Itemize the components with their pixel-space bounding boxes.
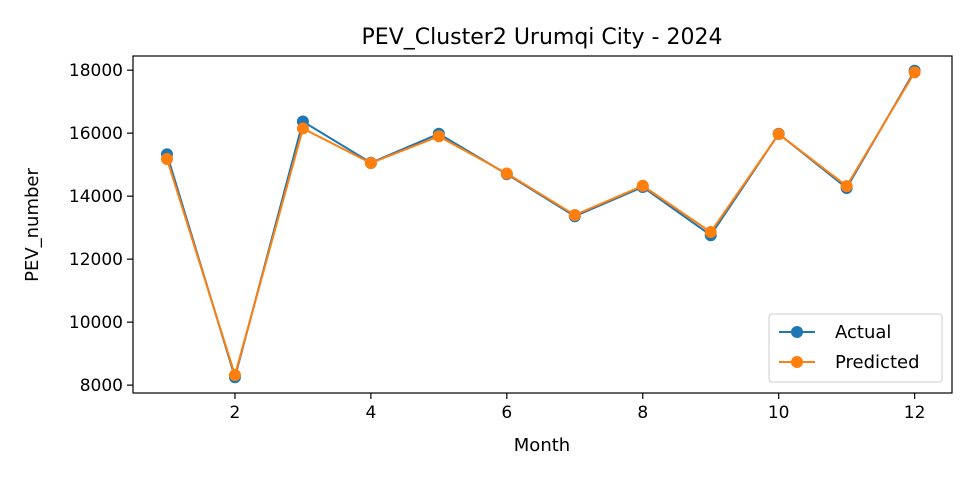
axis-ticks: 2 4 6 8 10 12 8000 10000 12000 14000 16000 18000: [69, 61, 926, 423]
x-axis-label: Month: [514, 435, 570, 456]
data-point-predicted: [636, 179, 649, 192]
data-point-predicted: [500, 167, 513, 180]
legend-marker-actual: [791, 326, 803, 338]
data-point-predicted: [364, 157, 377, 170]
data-point-predicted: [160, 152, 173, 165]
legend-label-predicted: Predicted: [835, 352, 920, 373]
y-tick-label: 10000: [69, 313, 123, 333]
series-line-predicted: [166, 71, 916, 379]
data-point-predicted: [908, 66, 921, 79]
y-tick-label: 12000: [69, 250, 123, 270]
x-tick-label: 4: [365, 403, 376, 423]
data-point-predicted: [432, 130, 445, 143]
x-tick-label: 6: [501, 403, 512, 423]
x-tick-label: 12: [904, 403, 926, 423]
plot-frame: [132, 55, 953, 394]
legend-label-actual: Actual: [835, 322, 891, 343]
data-point-predicted: [772, 128, 785, 141]
legend-marker-predicted: [791, 356, 803, 368]
y-tick-label: 16000: [69, 124, 123, 144]
y-tick-label: 8000: [80, 376, 123, 396]
data-point-predicted: [704, 226, 717, 239]
legend: Actual Predicted: [768, 313, 943, 383]
chart-title: PEV_Cluster2 Urumqi City - 2024: [362, 25, 723, 50]
data-series: [160, 64, 921, 384]
data-point-predicted: [568, 209, 581, 222]
data-point-predicted: [296, 122, 309, 135]
y-tick-label: 14000: [69, 187, 123, 207]
data-point-predicted: [840, 180, 853, 193]
x-tick-label: 10: [768, 403, 790, 423]
x-tick-label: 2: [230, 403, 241, 423]
data-point-predicted: [228, 369, 241, 382]
y-tick-label: 18000: [69, 61, 123, 81]
y-axis-label: PEV_number: [22, 168, 43, 282]
x-tick-label: 8: [637, 403, 648, 423]
